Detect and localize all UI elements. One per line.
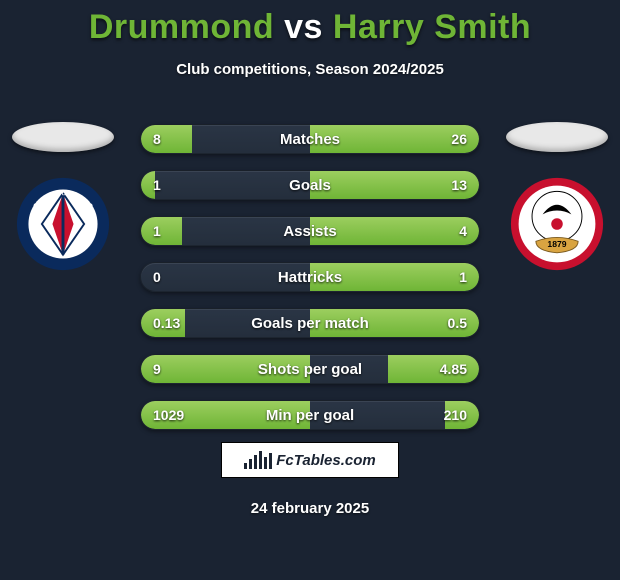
stat-value-left: 0.13 (153, 309, 180, 337)
brand-logo-text: FcTables.com (276, 452, 375, 469)
brand-logo: FcTables.com (221, 442, 399, 478)
stats-chart: 826Matches113Goals14Assists01Hattricks0.… (140, 124, 480, 446)
stat-bar-right (310, 217, 479, 245)
player2-photo-placeholder (506, 122, 608, 152)
stat-row: 826Matches (140, 124, 480, 154)
stat-value-right: 0.5 (448, 309, 467, 337)
date-label: 24 february 2025 (0, 500, 620, 517)
stat-row: 14Assists (140, 216, 480, 246)
brand-logo-bars-icon (244, 451, 272, 469)
stat-value-right: 210 (444, 401, 467, 429)
stat-value-right: 13 (451, 171, 467, 199)
player2-column: 1879 (502, 122, 612, 272)
stat-value-left: 9 (153, 355, 161, 383)
stat-bar-left (141, 125, 192, 153)
player1-column: CHESTERFIELD FC (8, 122, 118, 272)
stat-value-left: 1 (153, 217, 161, 245)
stat-bar-left (141, 355, 310, 383)
stat-bar-left (141, 217, 182, 245)
title-vs: vs (284, 8, 323, 46)
stat-value-left: 8 (153, 125, 161, 153)
svg-text:1879: 1879 (547, 239, 566, 249)
stat-value-right: 1 (459, 263, 467, 291)
player1-photo-placeholder (12, 122, 114, 152)
stat-value-left: 1029 (153, 401, 184, 429)
stat-bar-right (310, 263, 479, 291)
stat-row: 1029210Min per goal (140, 400, 480, 430)
stat-value-left: 0 (153, 263, 161, 291)
stat-row: 0.130.5Goals per match (140, 308, 480, 338)
title-player2: Harry Smith (333, 8, 531, 46)
stat-row: 113Goals (140, 170, 480, 200)
stat-value-right: 4.85 (440, 355, 467, 383)
stat-value-right: 4 (459, 217, 467, 245)
player1-club-crest: CHESTERFIELD FC (15, 176, 111, 272)
stat-value-right: 26 (451, 125, 467, 153)
stat-value-left: 1 (153, 171, 161, 199)
player2-club-crest: 1879 (509, 176, 605, 272)
page-title: Drummond vs Harry Smith (0, 0, 620, 47)
stat-row: 94.85Shots per goal (140, 354, 480, 384)
stat-row: 01Hattricks (140, 262, 480, 292)
title-player1: Drummond (89, 8, 274, 46)
subtitle: Club competitions, Season 2024/2025 (0, 61, 620, 78)
